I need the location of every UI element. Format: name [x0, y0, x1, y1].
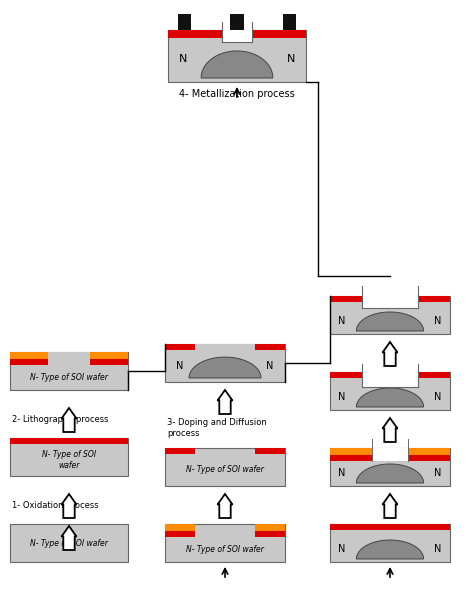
Polygon shape — [356, 388, 424, 407]
Bar — [168, 30, 306, 38]
Bar — [165, 344, 195, 350]
Text: N: N — [338, 543, 346, 554]
Text: 1- Oxidation process: 1- Oxidation process — [12, 501, 99, 510]
Text: 2- Lithography process: 2- Lithography process — [12, 416, 109, 424]
Text: P: P — [222, 365, 228, 375]
Text: P: P — [233, 59, 241, 72]
Bar — [418, 296, 450, 302]
Bar — [330, 372, 363, 378]
Bar — [178, 14, 191, 30]
Text: N: N — [338, 468, 346, 478]
Bar — [168, 30, 306, 82]
Text: P: P — [386, 394, 394, 404]
Polygon shape — [62, 494, 76, 518]
Bar — [222, 22, 252, 43]
Bar — [10, 438, 128, 476]
Bar — [363, 366, 418, 387]
Text: N- Type of SOI wafer: N- Type of SOI wafer — [30, 373, 108, 382]
Bar — [330, 296, 450, 334]
Polygon shape — [62, 526, 76, 550]
Bar — [255, 524, 285, 531]
Bar — [255, 448, 285, 454]
Bar — [10, 524, 128, 562]
Text: N: N — [266, 361, 273, 371]
Polygon shape — [189, 357, 261, 378]
Polygon shape — [356, 464, 424, 483]
Bar — [330, 455, 450, 461]
Bar — [330, 524, 450, 562]
Bar — [165, 448, 195, 454]
Text: N: N — [179, 54, 187, 64]
Text: P: P — [386, 318, 394, 329]
Polygon shape — [383, 342, 398, 366]
Text: N: N — [434, 468, 442, 478]
Text: N: N — [176, 361, 184, 371]
Bar — [372, 448, 408, 461]
Text: 3- Doping and Diffusion
process: 3- Doping and Diffusion process — [167, 419, 267, 437]
Polygon shape — [218, 390, 233, 414]
Bar — [10, 359, 128, 365]
Polygon shape — [383, 494, 398, 518]
Text: 4- Metallization process: 4- Metallization process — [179, 89, 295, 99]
Polygon shape — [218, 494, 233, 518]
Bar — [165, 531, 195, 537]
Bar — [195, 344, 255, 350]
Text: N- Type of SOI wafer: N- Type of SOI wafer — [186, 545, 264, 554]
Text: P: P — [387, 546, 393, 556]
Text: P: P — [386, 471, 394, 481]
Bar — [10, 352, 128, 390]
Polygon shape — [201, 51, 273, 78]
Text: N: N — [434, 392, 442, 402]
Polygon shape — [62, 408, 76, 432]
Bar — [165, 524, 285, 562]
Bar — [255, 531, 285, 537]
Text: N- Type of SOI wafer: N- Type of SOI wafer — [30, 539, 108, 548]
Bar — [330, 448, 450, 486]
Bar — [255, 344, 285, 350]
Text: N- Type of SOI
wafer: N- Type of SOI wafer — [42, 451, 96, 469]
Bar — [330, 296, 363, 302]
Bar — [230, 14, 244, 30]
Polygon shape — [356, 312, 424, 331]
Bar — [165, 344, 285, 382]
Text: N: N — [287, 54, 295, 64]
Bar — [363, 286, 418, 308]
Bar — [48, 352, 90, 365]
Bar — [283, 14, 296, 30]
Text: N- Type of SOI wafer: N- Type of SOI wafer — [186, 465, 264, 475]
Text: N: N — [434, 543, 442, 554]
Bar — [330, 524, 450, 530]
Text: N: N — [338, 392, 346, 402]
Text: N: N — [434, 316, 442, 326]
Bar — [418, 372, 450, 378]
Text: N: N — [338, 316, 346, 326]
Bar — [10, 438, 128, 444]
Polygon shape — [383, 418, 398, 442]
Bar — [10, 352, 128, 359]
Polygon shape — [356, 540, 424, 559]
Bar — [165, 524, 195, 531]
Bar — [330, 448, 450, 455]
Bar — [165, 448, 285, 486]
Bar — [330, 372, 450, 410]
